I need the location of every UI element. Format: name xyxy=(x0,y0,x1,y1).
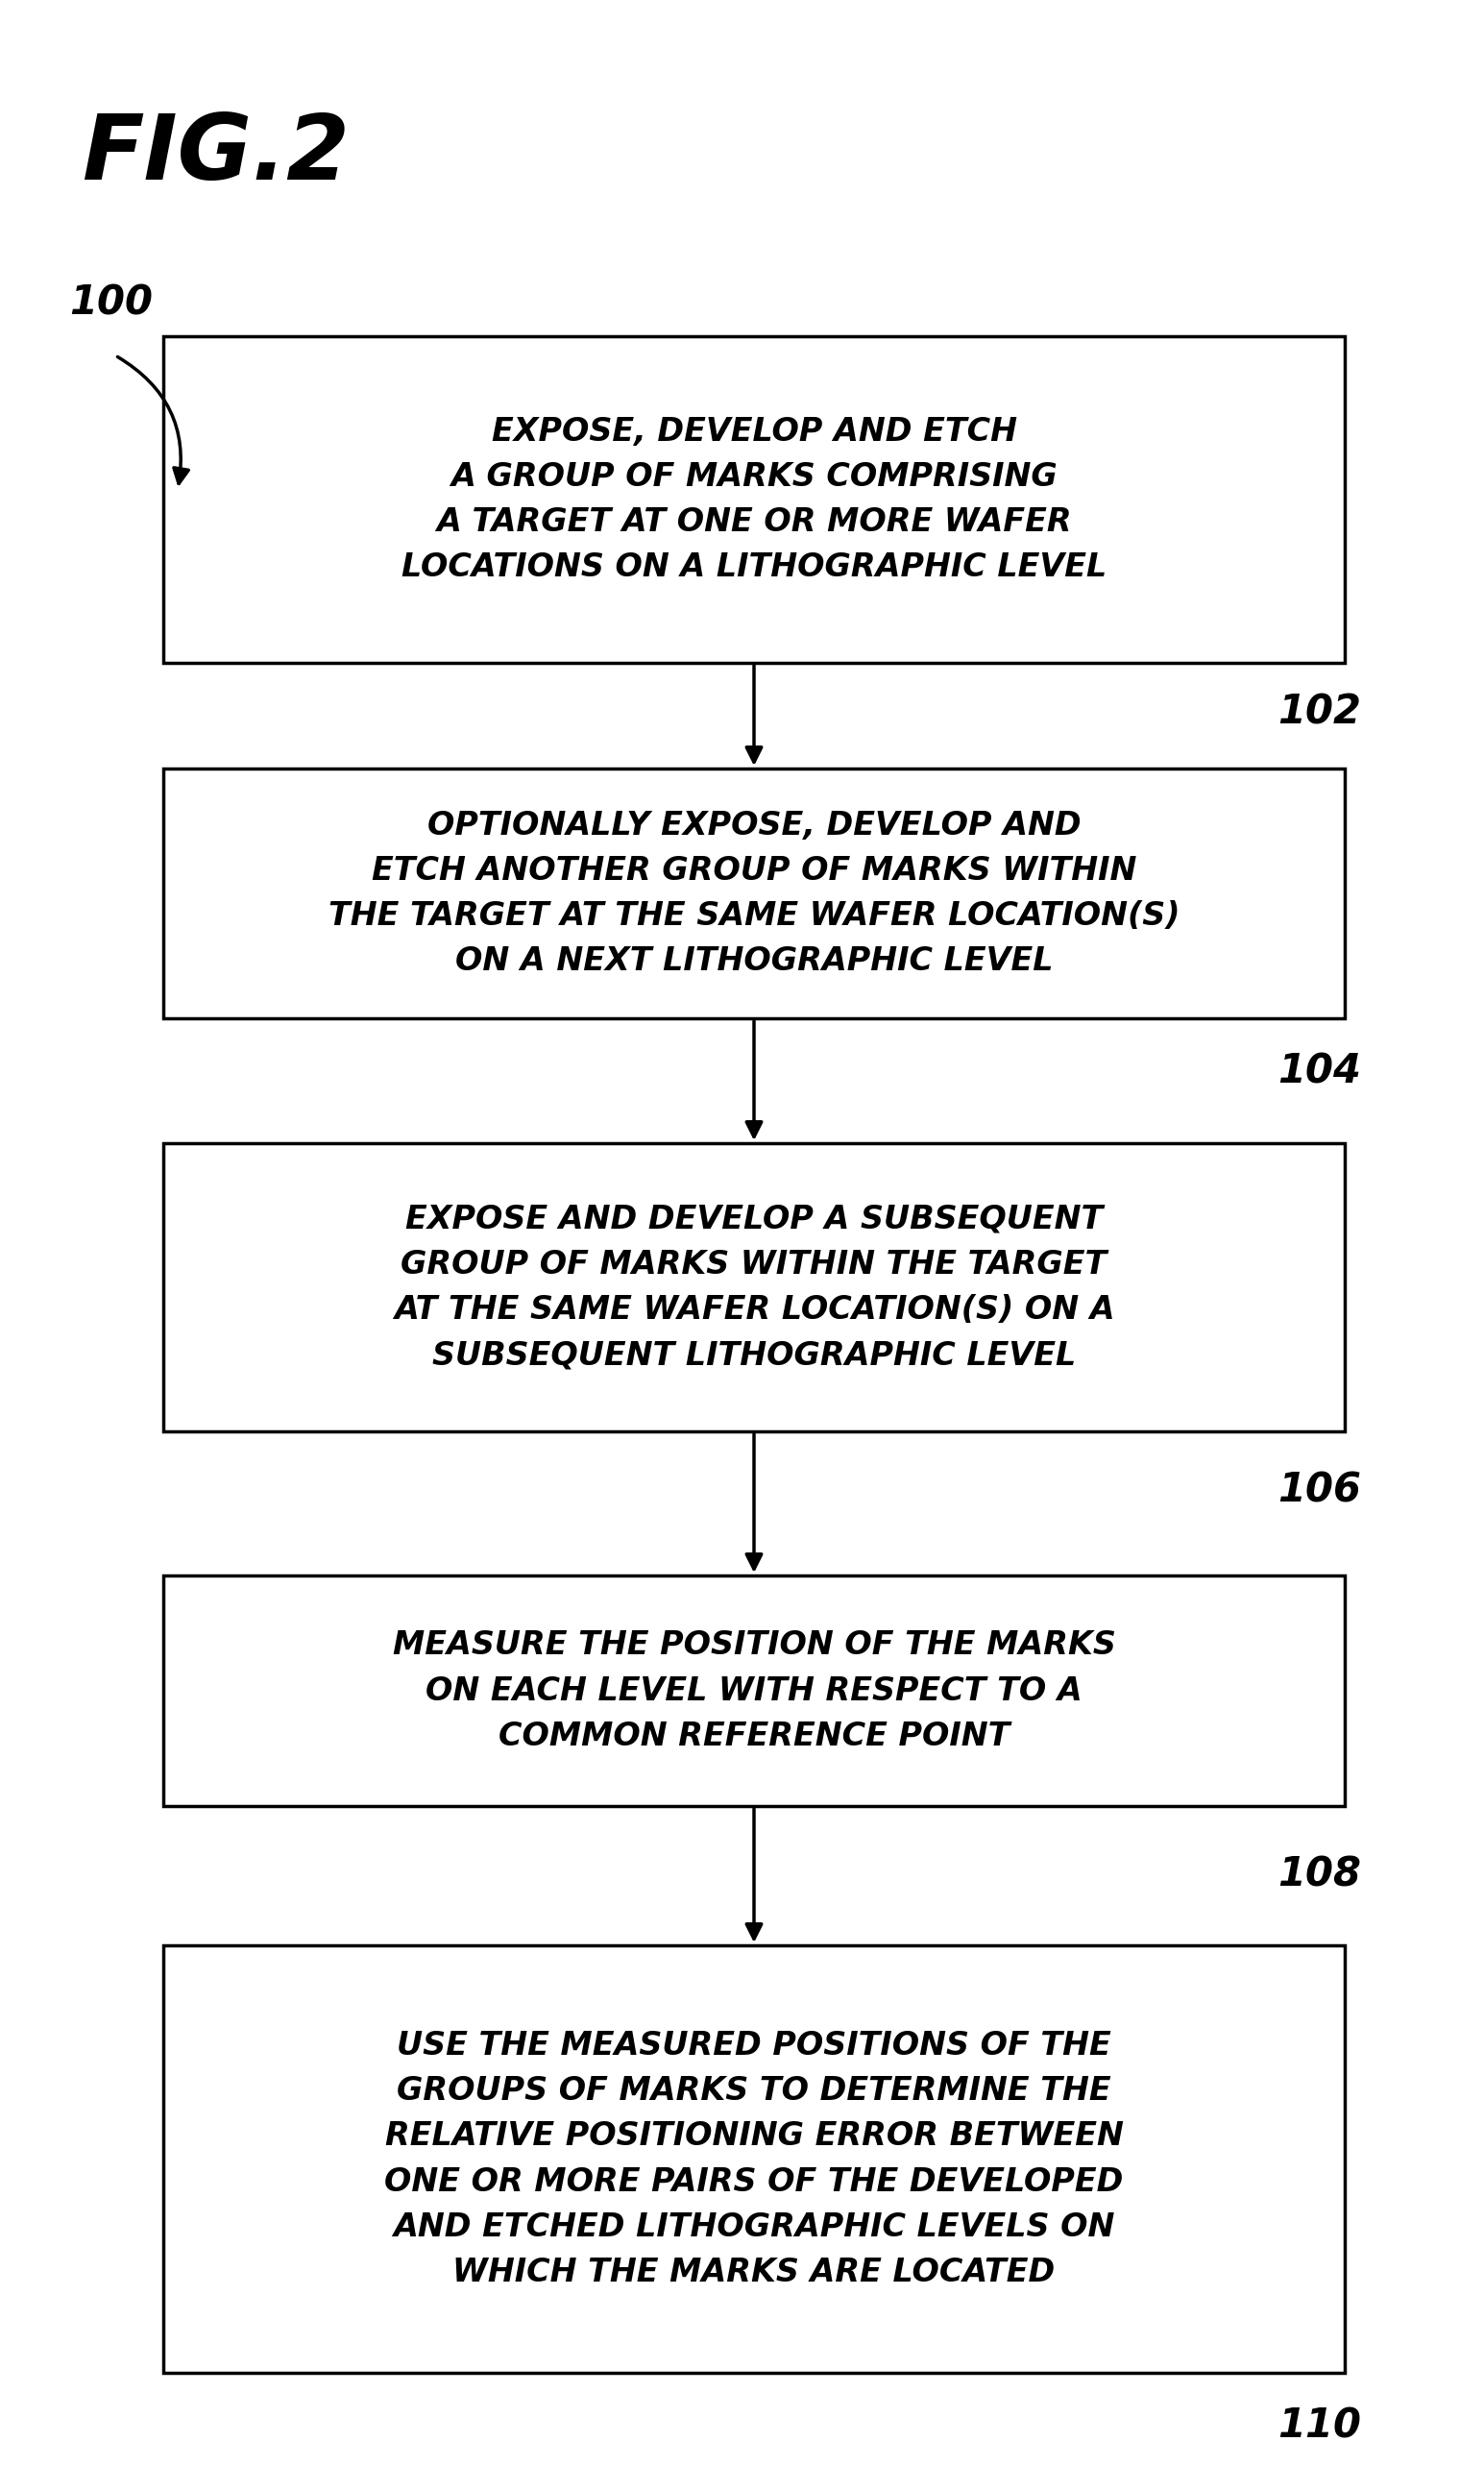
Text: 102: 102 xyxy=(1278,690,1361,732)
FancyBboxPatch shape xyxy=(163,335,1345,663)
FancyBboxPatch shape xyxy=(163,1144,1345,1430)
Text: 106: 106 xyxy=(1278,1470,1361,1509)
Text: EXPOSE AND DEVELOP A SUBSEQUENT
GROUP OF MARKS WITHIN THE TARGET
AT THE SAME WAF: EXPOSE AND DEVELOP A SUBSEQUENT GROUP OF… xyxy=(393,1203,1114,1371)
Text: MEASURE THE POSITION OF THE MARKS
ON EACH LEVEL WITH RESPECT TO A
COMMON REFEREN: MEASURE THE POSITION OF THE MARKS ON EAC… xyxy=(392,1630,1116,1751)
Text: USE THE MEASURED POSITIONS OF THE
GROUPS OF MARKS TO DETERMINE THE
RELATIVE POSI: USE THE MEASURED POSITIONS OF THE GROUPS… xyxy=(384,2030,1123,2288)
Text: 100: 100 xyxy=(70,284,153,323)
Text: FIG.2: FIG.2 xyxy=(82,111,350,200)
FancyBboxPatch shape xyxy=(163,1946,1345,2372)
Text: EXPOSE, DEVELOP AND ETCH
A GROUP OF MARKS COMPRISING
A TARGET AT ONE OR MORE WAF: EXPOSE, DEVELOP AND ETCH A GROUP OF MARK… xyxy=(401,417,1107,584)
Text: 110: 110 xyxy=(1278,2407,1361,2446)
Text: 104: 104 xyxy=(1278,1053,1361,1092)
Text: 108: 108 xyxy=(1278,1854,1361,1894)
Text: OPTIONALLY EXPOSE, DEVELOP AND
ETCH ANOTHER GROUP OF MARKS WITHIN
THE TARGET AT : OPTIONALLY EXPOSE, DEVELOP AND ETCH ANOT… xyxy=(328,809,1180,977)
FancyBboxPatch shape xyxy=(163,769,1345,1018)
FancyBboxPatch shape xyxy=(163,1576,1345,1805)
